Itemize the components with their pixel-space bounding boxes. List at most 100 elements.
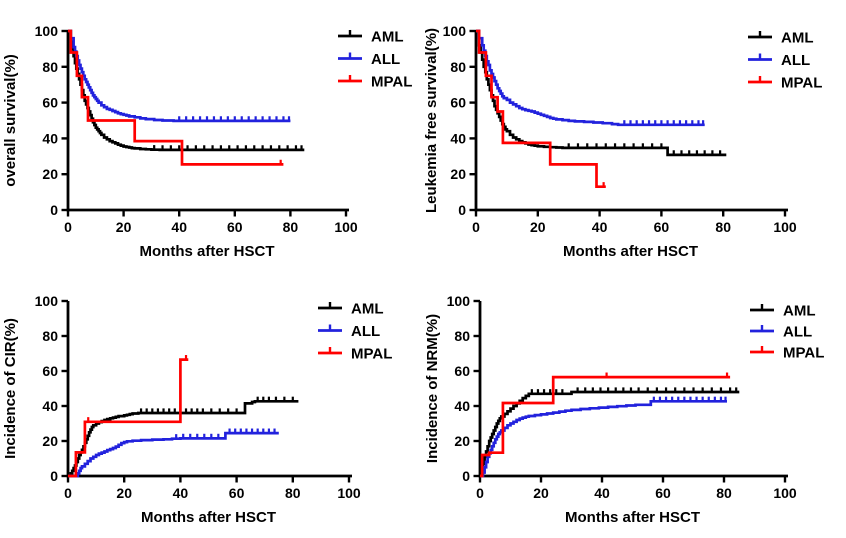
x-tick-label: 40 xyxy=(592,219,608,235)
y-tick-label: 100 xyxy=(35,293,59,309)
x-tick-label: 0 xyxy=(64,485,72,501)
x-tick-label: 80 xyxy=(716,485,732,501)
y-tick-label: 40 xyxy=(454,398,470,414)
y-tick-label: 20 xyxy=(450,166,466,182)
y-tick-label: 100 xyxy=(447,293,471,309)
x-tick-label: 80 xyxy=(283,219,299,235)
y-tick-label: 20 xyxy=(454,433,470,449)
y-tick-label: 0 xyxy=(50,202,58,218)
legend-item-AML: AML xyxy=(338,29,404,46)
series-ALL-curve xyxy=(480,399,727,478)
y-tick-label: 60 xyxy=(42,95,58,111)
x-tick-label: 20 xyxy=(530,219,546,235)
series-MPAL-curve xyxy=(480,375,731,478)
legend-label-AML: AML xyxy=(783,303,816,320)
legend-label-AML: AML xyxy=(781,30,814,47)
x-tick-label: 20 xyxy=(116,485,132,501)
series-ALL-curve xyxy=(476,29,705,127)
x-tick-label: 100 xyxy=(773,485,797,501)
legend-label-MPAL: MPAL xyxy=(783,345,824,362)
legend-label-ALL: ALL xyxy=(351,323,380,340)
legend: AML ALL MPAL xyxy=(750,303,824,362)
legend-label-MPAL: MPAL xyxy=(351,346,392,363)
y-tick-label: 100 xyxy=(443,23,467,39)
legend-label-ALL: ALL xyxy=(783,324,812,341)
x-tick-label: 40 xyxy=(173,485,189,501)
y-axis-title: overall survival(%) xyxy=(2,54,19,187)
legend-item-AML: AML xyxy=(748,30,814,47)
y-tick-label: 40 xyxy=(42,130,58,146)
x-axis-title: Months after HSCT xyxy=(565,509,700,526)
panel-overall-survival: 0 20 40 60 80 100 0 20 40 60 80 100 Months after HSC… xyxy=(0,0,423,269)
y-tick-label: 80 xyxy=(42,328,58,344)
legend-label-MPAL: MPAL xyxy=(371,74,412,91)
legend: AML ALL MPAL xyxy=(748,30,822,92)
y-tick-label: 0 xyxy=(50,468,58,484)
x-tick-label: 60 xyxy=(654,219,670,235)
y-tick-label: 60 xyxy=(454,363,470,379)
legend-item-AML: AML xyxy=(750,303,816,320)
y-tick-label: 20 xyxy=(42,166,58,182)
x-tick-label: 20 xyxy=(533,485,549,501)
legend-label-MPAL: MPAL xyxy=(781,75,822,92)
chart-overall-survival: 0 20 40 60 80 100 0 20 40 60 80 100 Months after HSC… xyxy=(2,23,412,260)
x-tick-label: 100 xyxy=(334,219,358,235)
legend-label-AML: AML xyxy=(351,301,384,318)
y-tick-label: 20 xyxy=(42,433,58,449)
panel-incidence-of-cir: 0 20 40 60 80 100 0 20 40 60 80 100 Months after HSC… xyxy=(0,269,423,538)
x-tick-label: 0 xyxy=(64,219,72,235)
series-AML-curve xyxy=(476,29,727,157)
series-MPAL-curve xyxy=(68,358,189,478)
legend-item-MPAL: MPAL xyxy=(318,346,392,363)
y-tick-label: 0 xyxy=(462,468,470,484)
series-AML-curve xyxy=(68,399,299,478)
legend: AML ALL MPAL xyxy=(338,29,412,91)
series-AML-curve xyxy=(68,29,305,152)
x-tick-label: 40 xyxy=(594,485,610,501)
legend-item-AML: AML xyxy=(318,301,384,318)
x-tick-label: 60 xyxy=(655,485,671,501)
legend-label-AML: AML xyxy=(371,29,404,46)
y-tick-label: 100 xyxy=(35,23,59,39)
x-tick-label: 80 xyxy=(285,485,301,501)
legend-item-ALL: ALL xyxy=(338,51,400,68)
y-axis-title: Incidence of NRM(%) xyxy=(424,314,441,463)
x-axis-title: Months after HSCT xyxy=(563,243,698,260)
y-tick-label: 40 xyxy=(42,398,58,414)
legend-item-MPAL: MPAL xyxy=(338,74,412,91)
y-axis-title: Leukemia free survival(%) xyxy=(423,28,440,213)
x-tick-label: 100 xyxy=(773,219,797,235)
series-MPAL-curve xyxy=(68,29,284,166)
y-tick-label: 80 xyxy=(42,59,58,75)
panel-leukemia-free-survival: 0 20 40 60 80 100 0 20 40 60 80 100 Months after HSC… xyxy=(423,0,846,269)
y-tick-label: 80 xyxy=(454,328,470,344)
x-tick-label: 100 xyxy=(337,485,361,501)
legend-item-ALL: ALL xyxy=(318,323,380,340)
x-axis-title: Months after HSCT xyxy=(140,243,275,260)
legend-item-MPAL: MPAL xyxy=(748,75,822,92)
legend-item-MPAL: MPAL xyxy=(750,345,824,362)
panel-incidence-of-nrm: 0 20 40 60 80 100 0 20 40 60 80 100 Months after HSC… xyxy=(423,269,846,538)
legend-item-ALL: ALL xyxy=(750,324,812,341)
x-tick-label: 0 xyxy=(472,219,480,235)
series-ALL-curve xyxy=(68,29,291,123)
legend-item-ALL: ALL xyxy=(748,52,810,69)
x-tick-label: 40 xyxy=(171,219,187,235)
series-ALL-curve xyxy=(68,431,279,478)
x-tick-label: 80 xyxy=(715,219,731,235)
x-tick-label: 60 xyxy=(229,485,245,501)
x-tick-label: 20 xyxy=(116,219,132,235)
chart-leukemia-free-survival: 0 20 40 60 80 100 0 20 40 60 80 100 Months after HSC… xyxy=(423,23,822,260)
chart-incidence-of-cir: 0 20 40 60 80 100 0 20 40 60 80 100 Months after HSC… xyxy=(2,293,392,526)
legend: AML ALL MPAL xyxy=(318,301,392,363)
y-tick-label: 60 xyxy=(42,363,58,379)
legend-label-ALL: ALL xyxy=(781,52,810,69)
y-axis-title: Incidence of CIR(%) xyxy=(2,318,19,459)
y-tick-label: 40 xyxy=(450,130,466,146)
y-tick-label: 0 xyxy=(458,202,466,218)
legend-label-ALL: ALL xyxy=(371,51,400,68)
chart-incidence-of-nrm: 0 20 40 60 80 100 0 20 40 60 80 100 Months after HSC… xyxy=(424,293,824,526)
x-tick-label: 0 xyxy=(476,485,484,501)
y-tick-label: 60 xyxy=(450,95,466,111)
